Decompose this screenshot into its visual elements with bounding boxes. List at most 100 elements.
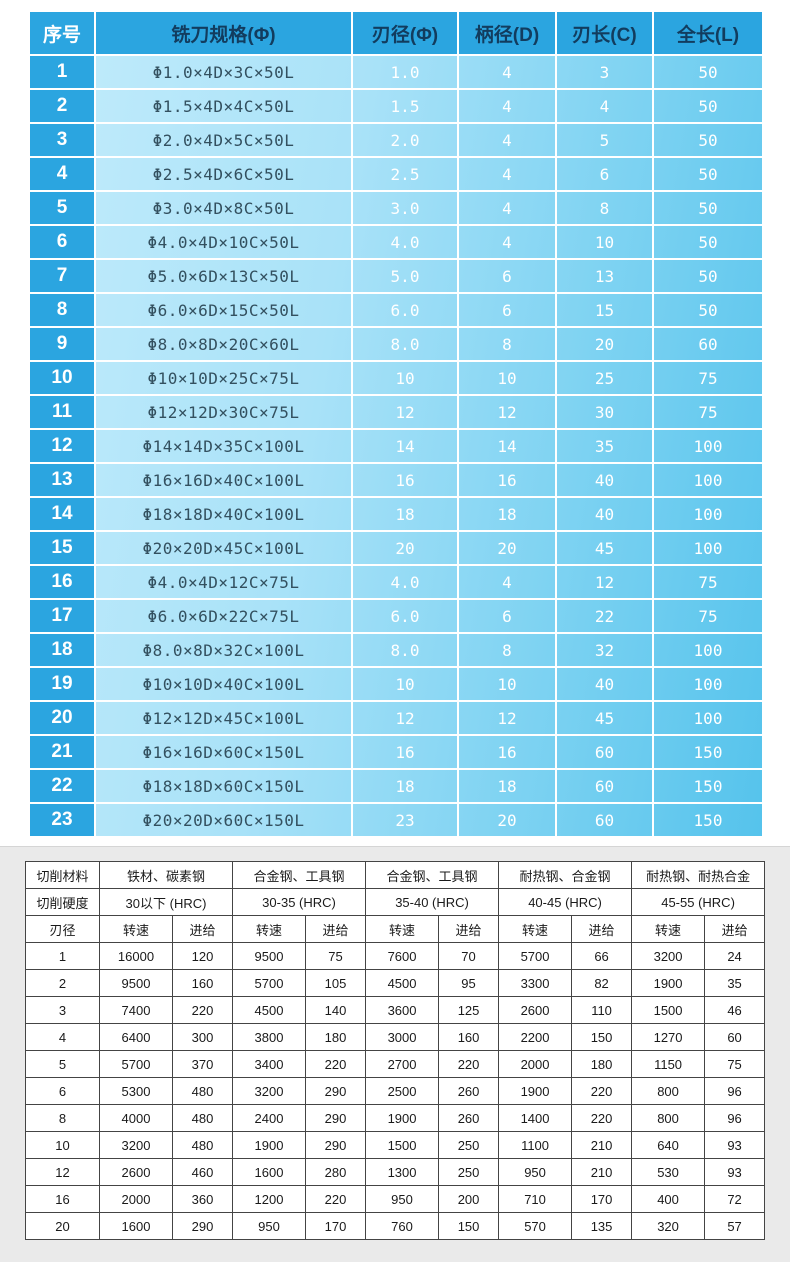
blade-length-cell: 10 <box>555 224 654 260</box>
blade-length-cell: 60 <box>555 734 654 770</box>
blade-length-cell: 5 <box>555 122 654 158</box>
blade-diameter-cell: 8.0 <box>351 326 459 362</box>
cutting-params-table: 切削材料 铁材、碳素钢 合金钢、工具钢 合金钢、工具钢 耐热钢、合金钢 耐热钢、… <box>25 861 766 1240</box>
label-speed: 转速 <box>631 915 706 943</box>
total-length-cell: 75 <box>652 598 764 634</box>
header-shank-diameter: 柄径(D) <box>457 10 557 56</box>
shank-diameter-cell: 4 <box>457 190 557 226</box>
serial-cell: 2 <box>28 88 96 124</box>
label-speed: 转速 <box>99 915 173 943</box>
speed-cell: 3200 <box>99 1131 173 1159</box>
speed-cell: 3200 <box>631 942 706 970</box>
feed-cell: 220 <box>438 1050 500 1078</box>
feed-cell: 250 <box>438 1131 500 1159</box>
blade-length-cell: 8 <box>555 190 654 226</box>
feed-cell: 66 <box>571 942 633 970</box>
serial-cell: 4 <box>28 156 96 192</box>
feed-cell: 95 <box>438 969 500 997</box>
speed-cell: 320 <box>631 1212 706 1240</box>
speed-cell: 5300 <box>99 1077 173 1105</box>
spec-cell: Φ1.5×4D×4C×50L <box>94 88 353 124</box>
label-cutting-material: 切削材料 <box>25 861 100 889</box>
spec-cell: Φ18×18D×60C×150L <box>94 768 353 804</box>
serial-cell: 6 <box>28 224 96 260</box>
cutting-row: 10 3200 480 1900 290 1500 250 1100 210 640 93 <box>25 1131 766 1159</box>
spec-row: 10 Φ10×10D×25C×75L 10 10 25 75 <box>28 360 764 396</box>
feed-cell: 160 <box>171 969 234 997</box>
serial-cell: 12 <box>28 428 96 464</box>
shank-diameter-cell: 10 <box>457 360 557 396</box>
spec-cell: Φ20×20D×45C×100L <box>94 530 353 566</box>
header-spec: 铣刀规格(Φ) <box>94 10 353 56</box>
shank-diameter-cell: 14 <box>457 428 557 464</box>
total-length-cell: 75 <box>652 360 764 396</box>
feed-cell: 480 <box>171 1131 234 1159</box>
total-length-cell: 50 <box>652 292 764 328</box>
diameter-cell: 20 <box>25 1212 100 1240</box>
spec-row: 3 Φ2.0×4D×5C×50L 2.0 4 5 50 <box>28 122 764 158</box>
speed-cell: 7400 <box>99 996 173 1024</box>
serial-cell: 8 <box>28 292 96 328</box>
label-speed: 转速 <box>498 915 573 943</box>
speed-cell: 1400 <box>498 1104 573 1132</box>
spec-row: 18 Φ8.0×8D×32C×100L 8.0 8 32 100 <box>28 632 764 668</box>
feed-cell: 180 <box>571 1050 633 1078</box>
cutting-row: 2 9500 160 5700 105 4500 95 3300 82 1900 35 <box>25 969 766 997</box>
header-blade-diameter: 刃径(Φ) <box>351 10 459 56</box>
speed-cell: 710 <box>498 1185 573 1213</box>
spec-cell: Φ16×16D×60C×150L <box>94 734 353 770</box>
speed-cell: 1900 <box>232 1131 307 1159</box>
diameter-cell: 4 <box>25 1023 100 1051</box>
spec-cell: Φ2.0×4D×5C×50L <box>94 122 353 158</box>
total-length-cell: 75 <box>652 394 764 430</box>
feed-cell: 93 <box>704 1131 766 1159</box>
blade-length-cell: 4 <box>555 88 654 124</box>
label-blade-diameter: 刃径 <box>25 915 100 943</box>
cutting-subheader-row: 刃径 转速 进给 转速 进给 转速 进给 转速 进给 转速 进给 <box>25 915 766 943</box>
serial-cell: 20 <box>28 700 96 736</box>
serial-cell: 18 <box>28 632 96 668</box>
spec-row: 21 Φ16×16D×60C×150L 16 16 60 150 <box>28 734 764 770</box>
feed-cell: 480 <box>171 1077 234 1105</box>
feed-cell: 260 <box>438 1104 500 1132</box>
spec-row: 20 Φ12×12D×45C×100L 12 12 45 100 <box>28 700 764 736</box>
blade-diameter-cell: 10 <box>351 666 459 702</box>
cutting-row: 8 4000 480 2400 290 1900 260 1400 220 800 96 <box>25 1104 766 1132</box>
total-length-cell: 100 <box>652 462 764 498</box>
total-length-cell: 150 <box>652 802 764 838</box>
shank-diameter-cell: 4 <box>457 88 557 124</box>
cutting-row: 20 1600 290 950 170 760 150 570 135 320 57 <box>25 1212 766 1240</box>
spec-row: 4 Φ2.5×4D×6C×50L 2.5 4 6 50 <box>28 156 764 192</box>
cutting-row: 16 2000 360 1200 220 950 200 710 170 400 72 <box>25 1185 766 1213</box>
speed-cell: 2600 <box>99 1158 173 1186</box>
shank-diameter-cell: 4 <box>457 156 557 192</box>
spec-cell: Φ8.0×8D×20C×60L <box>94 326 353 362</box>
speed-cell: 4500 <box>232 996 307 1024</box>
shank-diameter-cell: 4 <box>457 224 557 260</box>
diameter-cell: 3 <box>25 996 100 1024</box>
spec-row: 5 Φ3.0×4D×8C×50L 3.0 4 8 50 <box>28 190 764 226</box>
speed-cell: 1600 <box>99 1212 173 1240</box>
speed-cell: 800 <box>631 1104 706 1132</box>
feed-cell: 360 <box>171 1185 234 1213</box>
blade-length-cell: 45 <box>555 530 654 566</box>
blade-diameter-cell: 6.0 <box>351 292 459 328</box>
blade-length-cell: 40 <box>555 462 654 498</box>
serial-cell: 5 <box>28 190 96 226</box>
blade-length-cell: 12 <box>555 564 654 600</box>
label-feed: 进给 <box>171 915 234 943</box>
serial-cell: 1 <box>28 54 96 90</box>
spec-cell: Φ6.0×6D×15C×50L <box>94 292 353 328</box>
feed-cell: 75 <box>305 942 367 970</box>
speed-cell: 400 <box>631 1185 706 1213</box>
speed-cell: 3200 <box>232 1077 307 1105</box>
speed-cell: 1270 <box>631 1023 706 1051</box>
blade-diameter-cell: 12 <box>351 700 459 736</box>
spec-cell: Φ12×12D×30C×75L <box>94 394 353 430</box>
blade-diameter-cell: 14 <box>351 428 459 464</box>
total-length-cell: 150 <box>652 734 764 770</box>
blade-diameter-cell: 23 <box>351 802 459 838</box>
hardness-3: 35-40 (HRC) <box>365 888 500 916</box>
speed-cell: 2700 <box>365 1050 440 1078</box>
speed-cell: 760 <box>365 1212 440 1240</box>
